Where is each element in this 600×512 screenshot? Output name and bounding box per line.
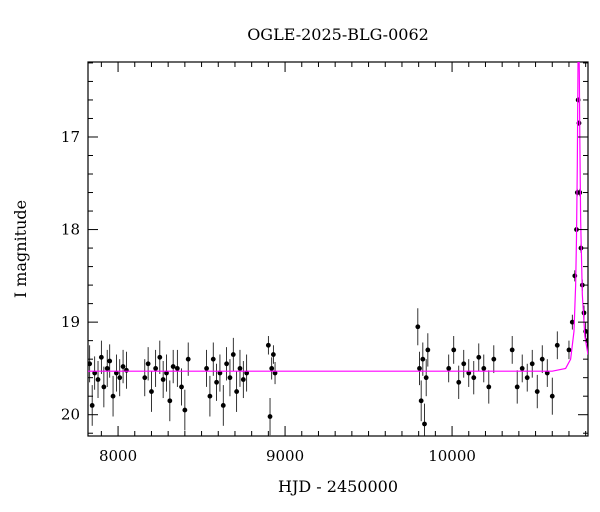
data-point (224, 361, 230, 367)
data-point (425, 347, 431, 353)
data-point (486, 384, 492, 390)
data-point (244, 370, 250, 376)
data-point (145, 361, 151, 367)
data-point (514, 384, 520, 390)
data-point (240, 377, 246, 382)
data-point (207, 393, 213, 399)
data-point (572, 273, 578, 279)
data-point (89, 403, 95, 408)
data-point (471, 375, 477, 381)
data-point (217, 370, 223, 376)
data-point (267, 414, 273, 419)
data-point (88, 361, 93, 367)
data-point (549, 393, 555, 399)
data-point (481, 366, 487, 371)
y-tick-label: 19 (61, 313, 80, 331)
data-point (544, 370, 550, 376)
data-point (509, 347, 515, 353)
plot-area (88, 62, 588, 436)
data-point (95, 377, 101, 382)
data-point (107, 358, 113, 364)
data-point (417, 366, 422, 371)
data-point (237, 366, 243, 371)
data-point (272, 370, 278, 376)
data-point (117, 375, 123, 381)
data-point (104, 366, 110, 371)
data-point (456, 379, 462, 385)
data-point (422, 421, 427, 427)
data-point (234, 389, 240, 394)
data-point (101, 384, 107, 390)
data-point (124, 367, 129, 373)
data-point (265, 342, 271, 348)
data-point (270, 352, 276, 357)
data-point (153, 366, 159, 371)
data-point (269, 366, 275, 371)
data-point (182, 407, 188, 413)
y-tick-label: 18 (61, 221, 80, 239)
x-axis-label: HJD - 2450000 (278, 477, 398, 496)
data-point (461, 361, 467, 367)
data-point (167, 398, 173, 404)
data-point (466, 370, 472, 376)
data-point (120, 364, 126, 369)
data-point (569, 319, 575, 325)
data-point (420, 356, 426, 362)
model-line (88, 62, 588, 372)
data-point (174, 366, 180, 371)
data-point (157, 354, 163, 360)
data-point (476, 354, 482, 360)
data-point (220, 403, 226, 408)
data-point (110, 393, 116, 399)
data-point (491, 356, 497, 362)
data-point (227, 375, 233, 381)
data-point (170, 364, 176, 369)
data-point (142, 375, 148, 381)
data-point (524, 375, 530, 381)
data-point (529, 361, 535, 367)
data-point (210, 356, 216, 362)
y-tick-label: 20 (61, 406, 80, 424)
x-tick-label: 10000 (428, 447, 476, 465)
data-point (204, 366, 209, 371)
data-point (534, 389, 540, 394)
x-tick-label: 8000 (99, 447, 137, 465)
chart-title: OGLE-2025-BLG-0062 (247, 25, 429, 44)
y-axis-label: I magnitude (11, 200, 30, 298)
data-point (160, 377, 166, 382)
data-point (451, 347, 457, 353)
data-point (539, 356, 545, 362)
data-point (113, 370, 119, 376)
data-point (566, 347, 572, 353)
data-point (423, 375, 429, 381)
data-point (418, 398, 424, 404)
y-tick-label: 17 (61, 128, 80, 146)
data-point (446, 366, 452, 371)
data-point (92, 370, 98, 376)
data-point (98, 354, 104, 360)
data-point (149, 389, 154, 394)
data-point (415, 324, 421, 330)
data-point (179, 384, 184, 390)
data-point (519, 366, 525, 371)
data-point (554, 342, 560, 348)
data-point (230, 352, 236, 357)
plot-frame (87, 61, 589, 437)
data-point (185, 356, 191, 362)
data-point (214, 379, 219, 385)
data-point (164, 370, 169, 376)
x-tick-label: 9000 (266, 447, 304, 465)
